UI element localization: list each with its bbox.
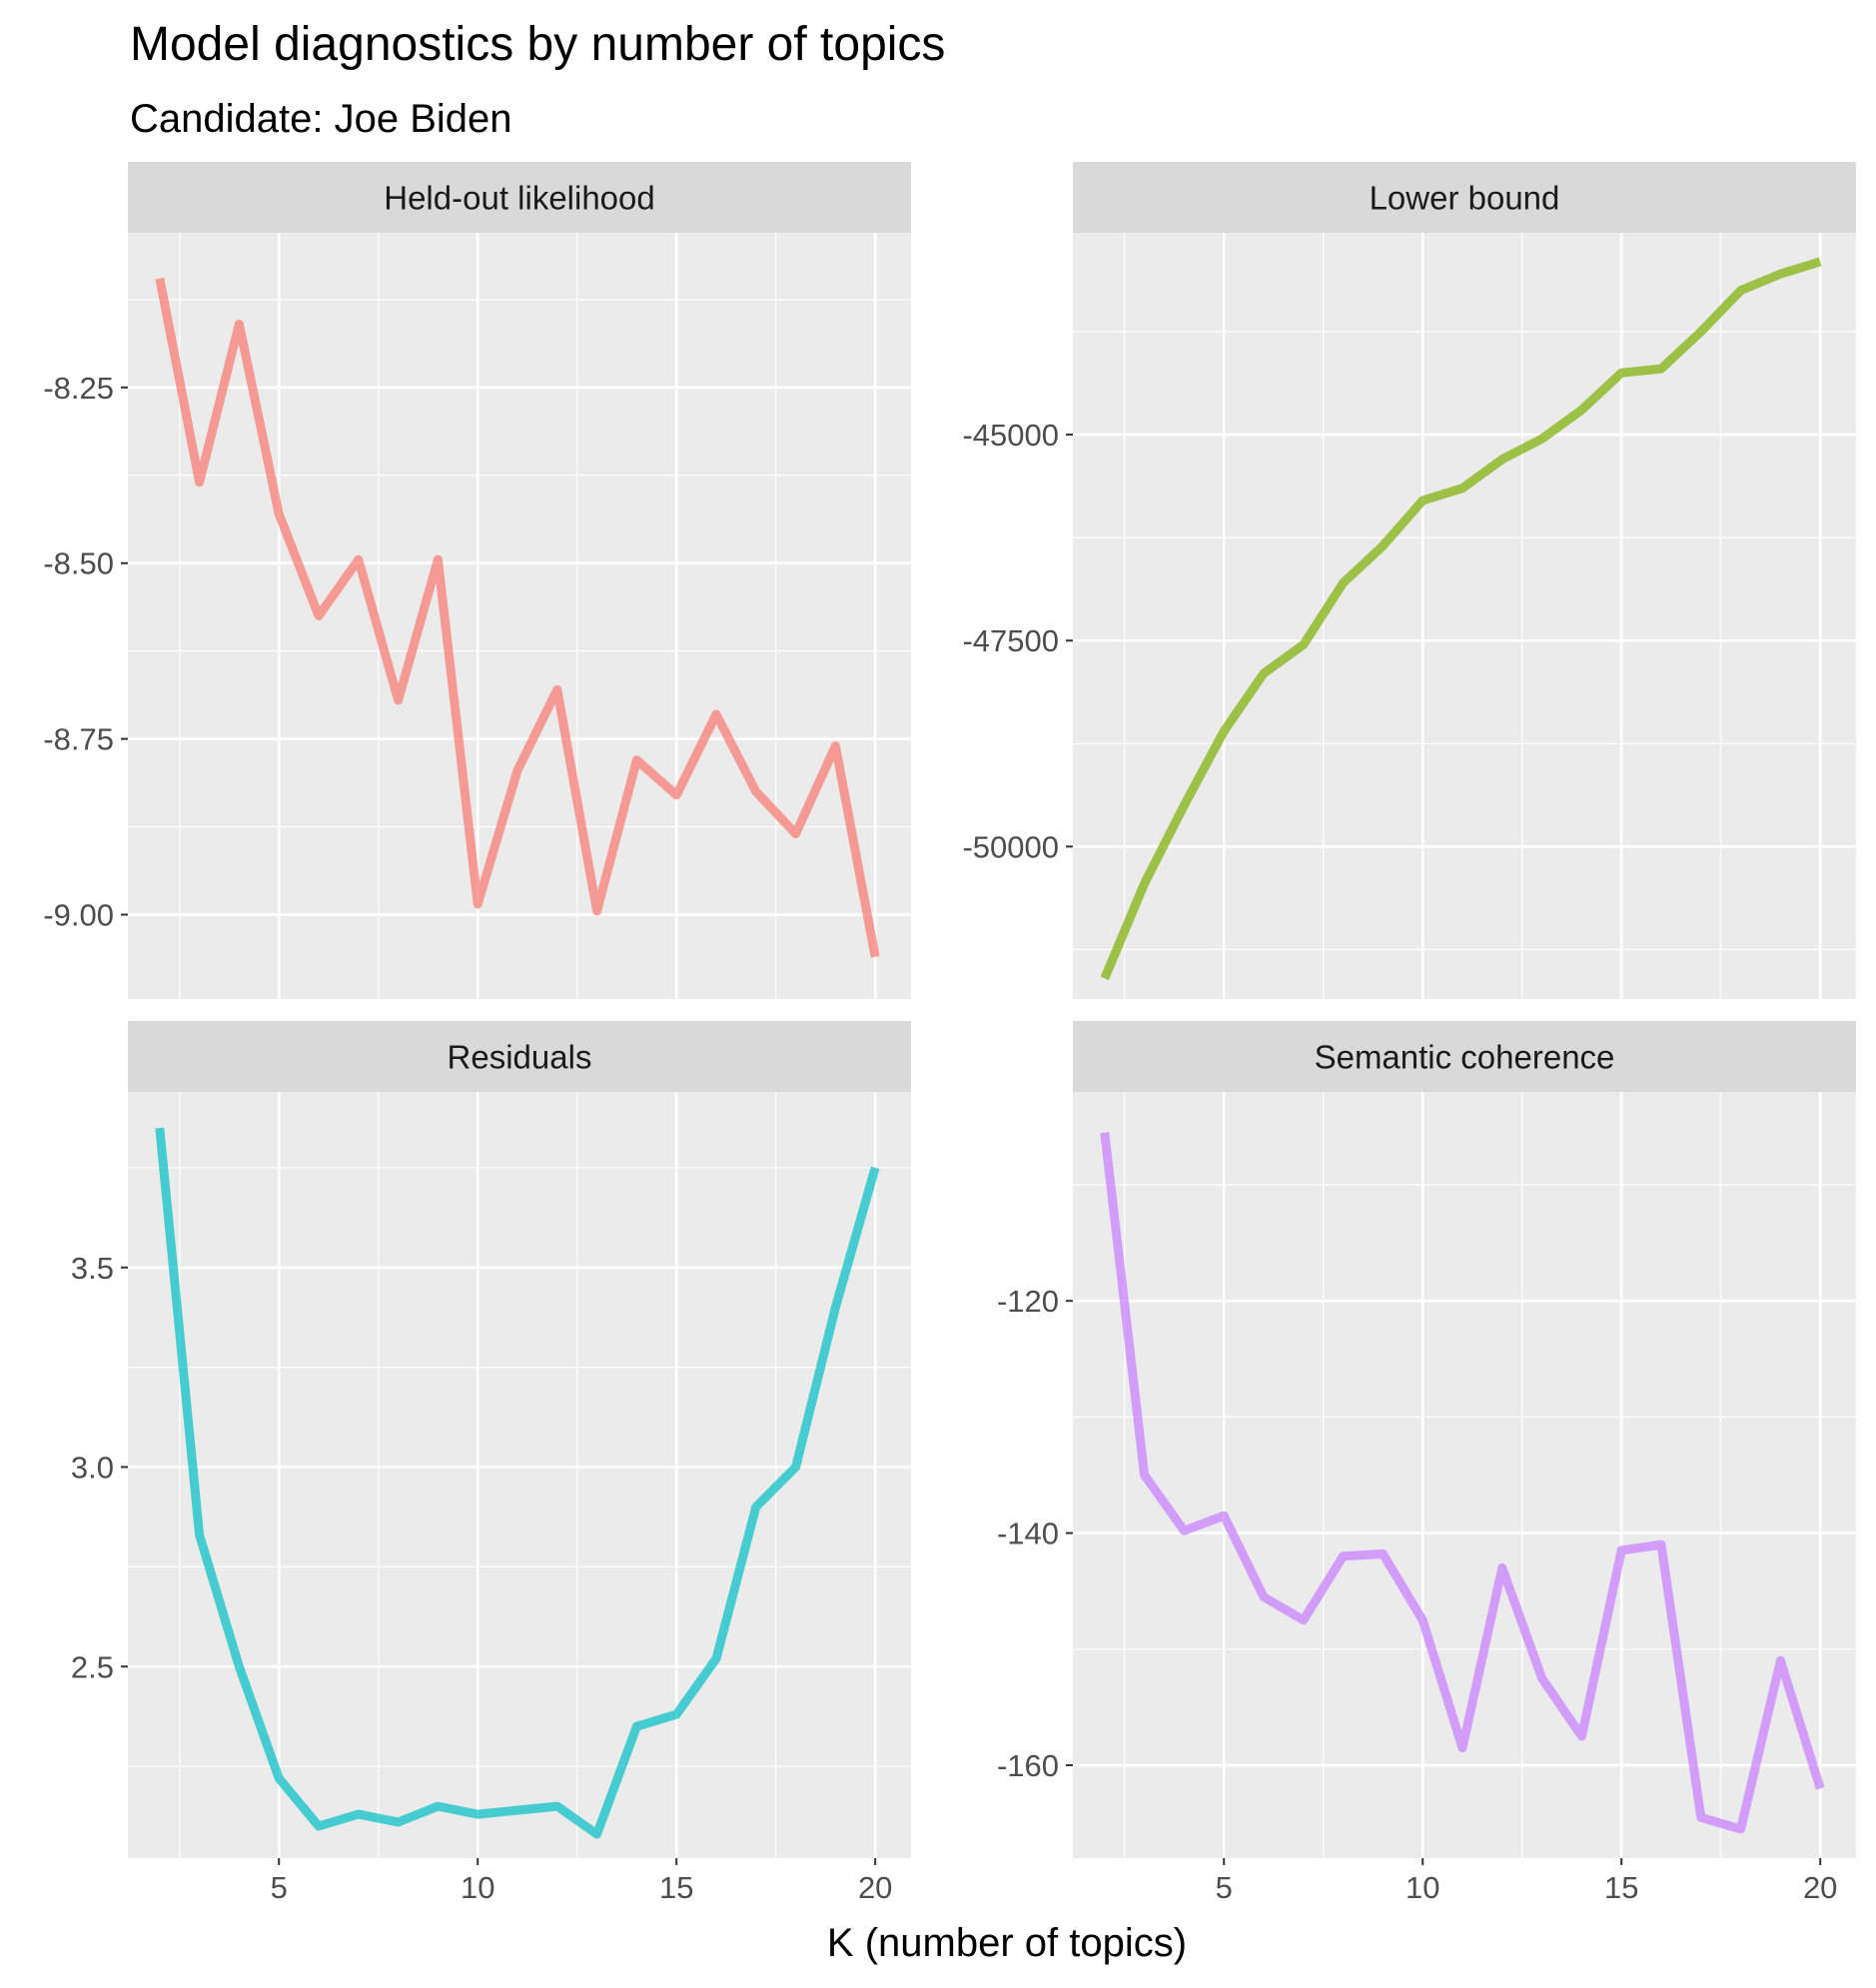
- panel-lower-bound: Lower bound -45000 -47500 -50000: [962, 162, 1856, 999]
- y-tick-label: 3.5: [71, 1251, 114, 1286]
- facet-strip: [1073, 1021, 1856, 1092]
- facet-strip: [128, 162, 911, 233]
- x-tick-label: 5: [271, 1870, 288, 1905]
- y-tick-label: -9.00: [43, 898, 114, 933]
- chart-subtitle: Candidate: Joe Biden: [130, 97, 512, 141]
- y-tick-label: -8.50: [43, 546, 114, 581]
- series-line-semantic-coherence: [1100, 1132, 1825, 1834]
- x-tick-label: 20: [1803, 1870, 1837, 1905]
- chart-title: Model diagnostics by number of topics: [130, 18, 945, 71]
- facet-strip: [128, 1021, 911, 1092]
- y-tick-label: -120: [997, 1284, 1059, 1319]
- y-tick-label: -8.75: [43, 722, 114, 757]
- x-tick-label: 5: [1216, 1870, 1233, 1905]
- panel-background: [1073, 233, 1856, 999]
- panel-residuals: Residuals 2.5 3.0 3.5 5 10 15 20: [71, 1021, 911, 1905]
- series-line-lower-bound: [1100, 257, 1822, 981]
- panel-background: [128, 233, 911, 999]
- facet-strip-label: Residuals: [448, 1039, 592, 1076]
- x-axis-label: K (number of topics): [827, 1921, 1187, 1965]
- y-tick-label: -160: [997, 1748, 1059, 1783]
- facet-panels: Held-out likelihood -8.25 -8.50 -8.75 -9.00 L…: [43, 162, 1856, 1905]
- x-tick-label: 15: [1604, 1870, 1638, 1905]
- y-tick-label: -47500: [962, 623, 1059, 658]
- x-tick-label: 15: [659, 1870, 693, 1905]
- y-tick-label: -8.25: [43, 371, 114, 406]
- x-tick-label: 10: [1406, 1870, 1439, 1905]
- y-tick-label: 2.5: [71, 1649, 114, 1684]
- y-tick-label: -45000: [962, 418, 1059, 453]
- series-line-held-out-likelihood: [155, 277, 880, 958]
- series-line-residuals: [155, 1127, 880, 1839]
- facet-strip-label: Semantic coherence: [1315, 1039, 1615, 1076]
- x-tick-label: 20: [858, 1870, 892, 1905]
- y-tick-label: -50000: [962, 829, 1059, 864]
- panel-held-out-likelihood: Held-out likelihood -8.25 -8.50 -8.75 -9.00: [43, 162, 911, 999]
- facet-strip: [1073, 162, 1856, 233]
- facet-strip-label: Lower bound: [1370, 180, 1560, 217]
- x-tick-label: 10: [461, 1870, 494, 1905]
- panel-semantic-coherence: Semantic coherence -120 -140 -160 5 10 15 20: [997, 1021, 1856, 1905]
- y-tick-label: 3.0: [71, 1451, 114, 1486]
- y-tick-label: -140: [997, 1516, 1059, 1551]
- facet-strip-label: Held-out likelihood: [384, 180, 655, 217]
